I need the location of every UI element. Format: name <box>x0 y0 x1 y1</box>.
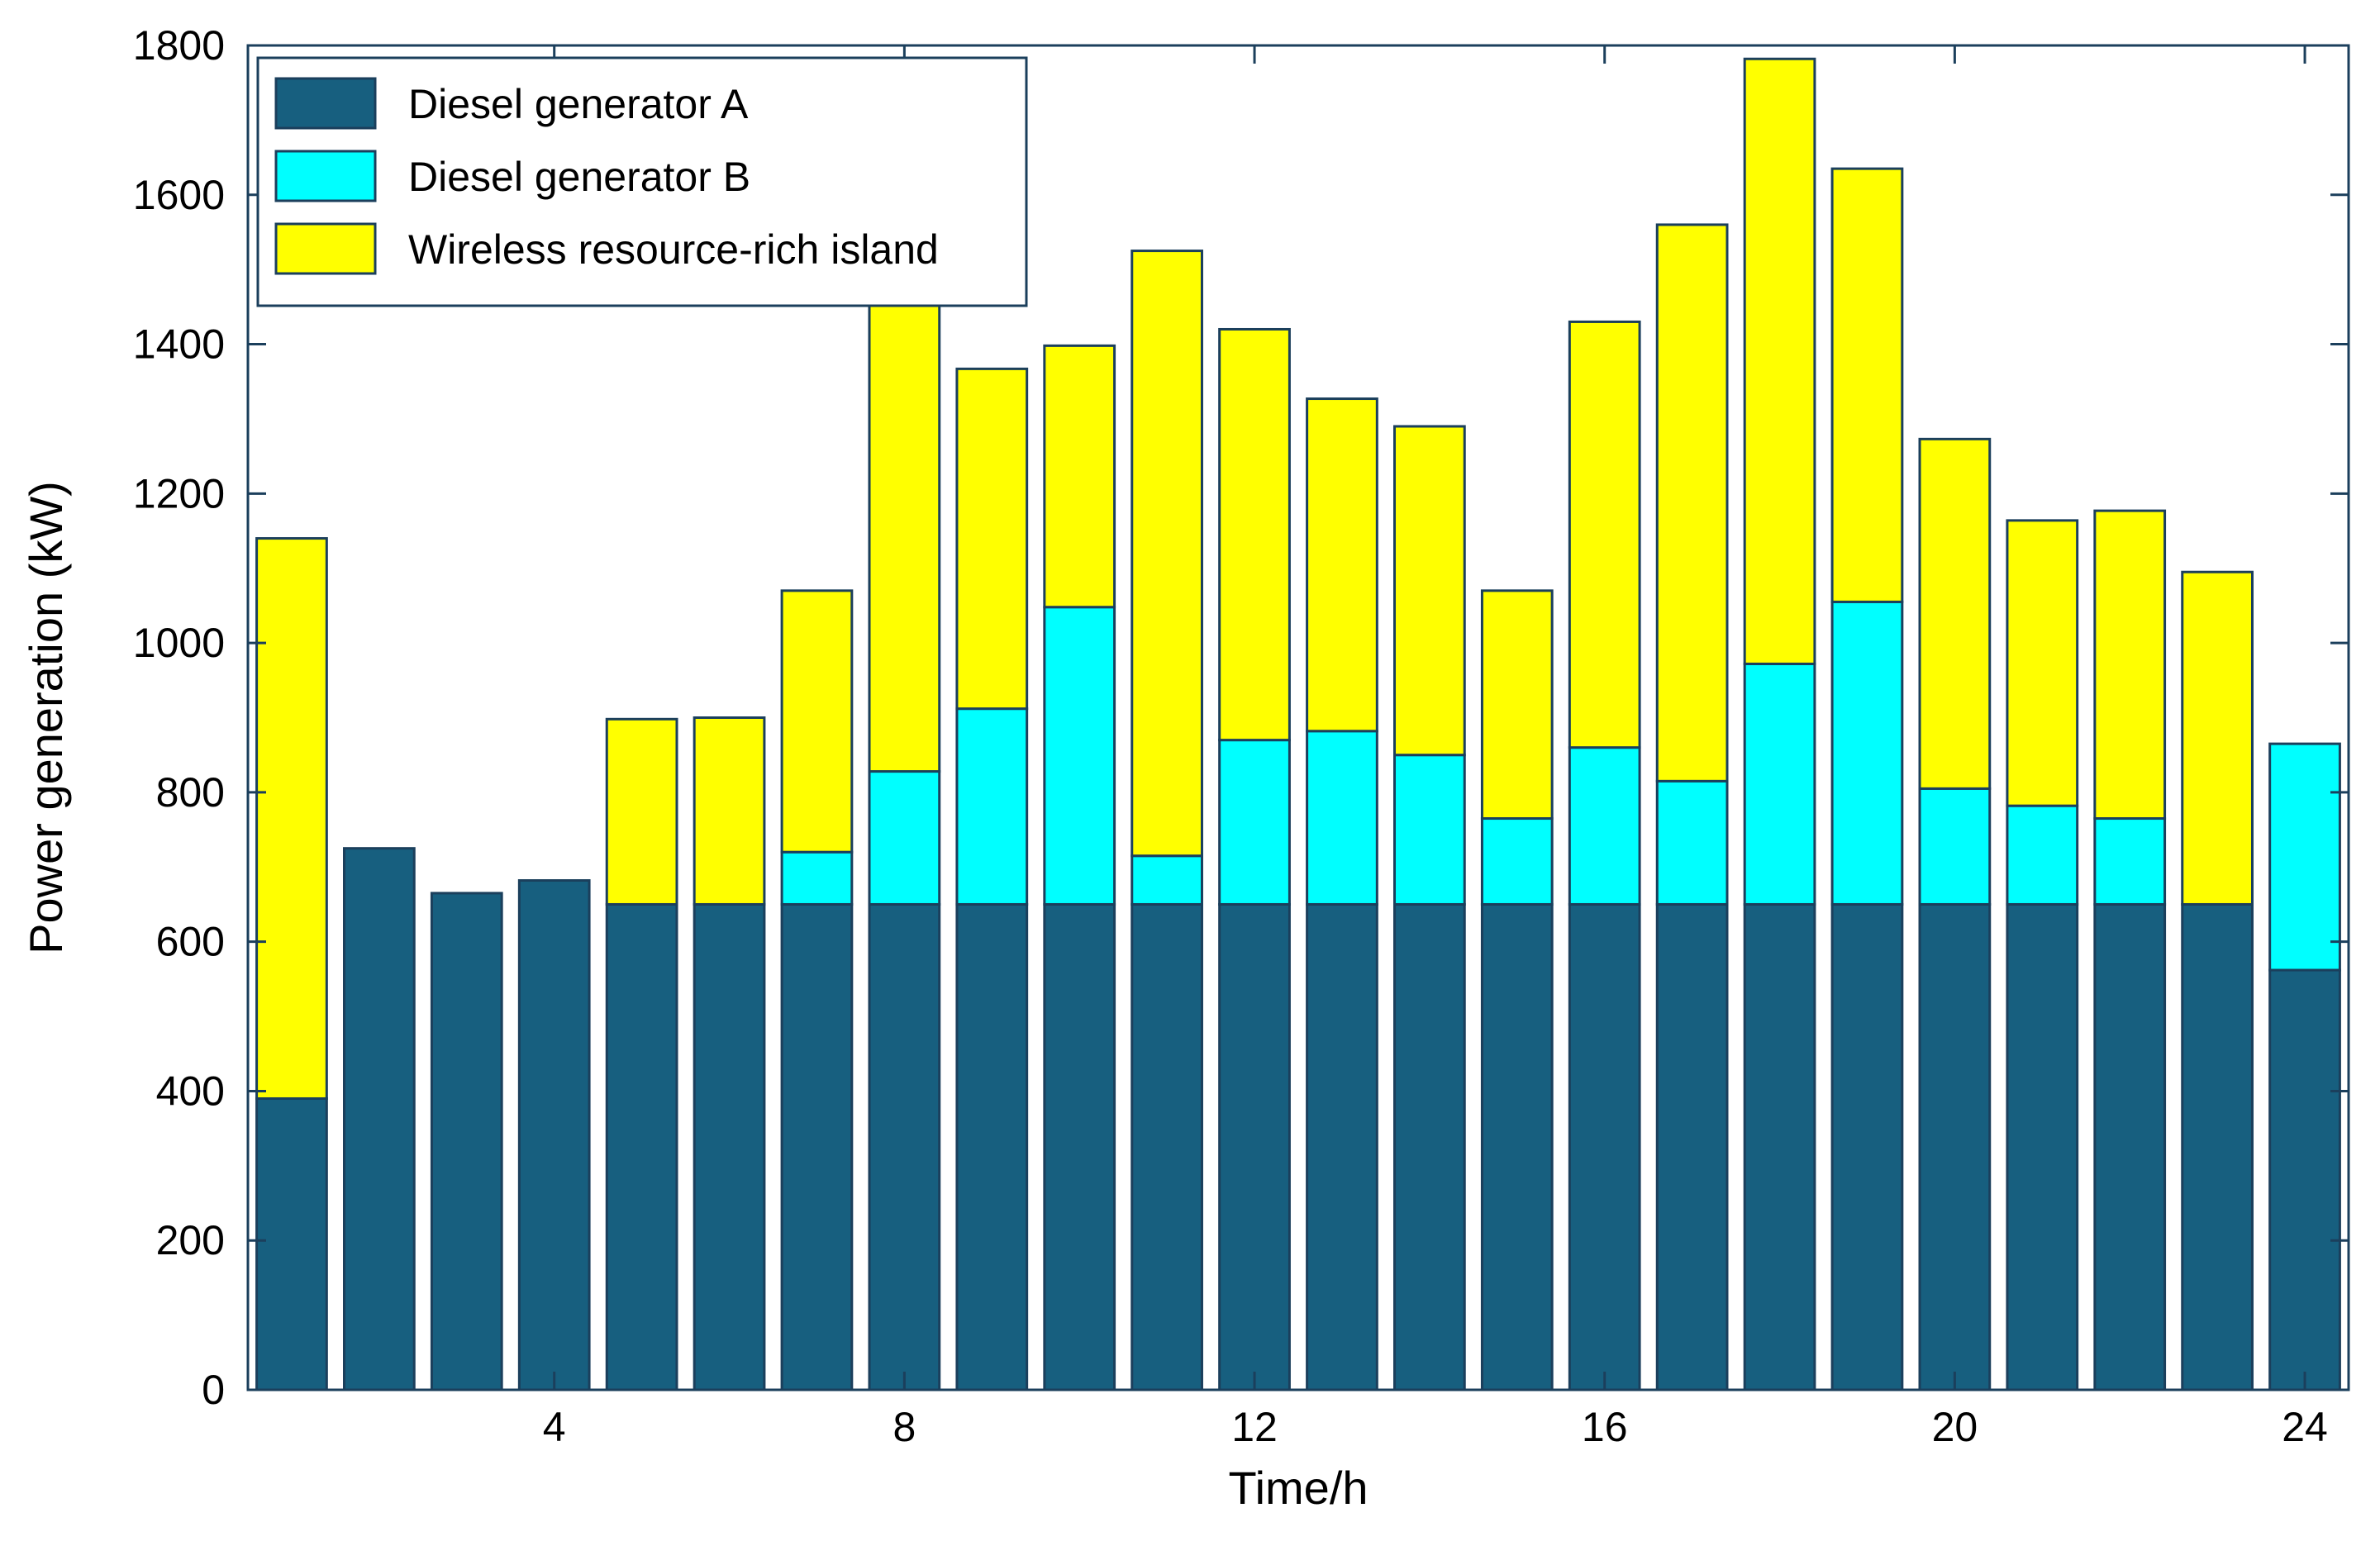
bar-diesel-a-h2 <box>343 847 416 1391</box>
y-tick-label: 800 <box>156 769 225 816</box>
bar-island-h18 <box>1743 57 1816 665</box>
x-tick-label: 12 <box>1231 1404 1278 1450</box>
legend-swatch <box>274 77 377 130</box>
bar-island-h1 <box>255 537 328 1100</box>
bar-diesel-a-h7 <box>780 902 854 1391</box>
bar-island-h7 <box>780 589 854 854</box>
legend-label: Diesel generator A <box>408 81 749 127</box>
bar-island-h10 <box>1043 344 1116 609</box>
bar-diesel-b-h18 <box>1743 662 1816 906</box>
bar-island-h9 <box>955 367 1029 711</box>
bar-island-h19 <box>1830 167 1904 603</box>
bar-diesel-b-h16 <box>1568 746 1641 906</box>
bar-diesel-b-h7 <box>780 850 854 906</box>
y-tick-label: 200 <box>156 1217 225 1263</box>
bar-diesel-b-h13 <box>1306 730 1378 906</box>
bar-diesel-a-h4 <box>517 879 591 1391</box>
y-tick-label: 1600 <box>133 172 225 218</box>
y-tick-label: 1400 <box>133 321 225 368</box>
bar-diesel-a-h16 <box>1568 902 1641 1391</box>
y-tick-label: 0 <box>202 1367 225 1413</box>
bar-island-h14 <box>1393 425 1466 757</box>
bar-island-h17 <box>1655 223 1729 783</box>
bar-diesel-a-h3 <box>430 892 503 1391</box>
legend-swatch <box>274 150 377 202</box>
bar-diesel-a-h12 <box>1218 902 1291 1391</box>
bar-diesel-b-h21 <box>2006 804 2079 906</box>
bar-diesel-a-h8 <box>868 902 941 1391</box>
bar-diesel-a-h6 <box>693 902 766 1391</box>
bar-diesel-a-h9 <box>955 902 1029 1391</box>
bar-diesel-b-h15 <box>1480 817 1554 906</box>
bar-diesel-a-h17 <box>1655 902 1729 1391</box>
bar-island-h11 <box>1130 250 1203 858</box>
y-tick-label: 1000 <box>133 620 225 666</box>
y-tick-label: 400 <box>156 1068 225 1114</box>
x-tick-label: 24 <box>2282 1404 2328 1450</box>
bar-island-h23 <box>2181 570 2254 906</box>
x-tick-label: 20 <box>1932 1404 1978 1450</box>
bar-diesel-b-h14 <box>1393 754 1466 906</box>
bar-diesel-b-h17 <box>1655 779 1729 906</box>
bar-diesel-b-h9 <box>955 707 1029 906</box>
x-tick-label: 16 <box>1582 1404 1628 1450</box>
y-tick-label: 1200 <box>133 470 225 516</box>
bar-diesel-a-h15 <box>1480 902 1554 1391</box>
legend-label: Diesel generator B <box>408 154 750 200</box>
bar-diesel-b-h22 <box>2093 817 2167 906</box>
x-tick-label: 8 <box>892 1404 916 1450</box>
legend: Diesel generator A Diesel generator B Wire… <box>256 56 1028 307</box>
bar-diesel-a-h22 <box>2093 902 2167 1391</box>
bar-island-h21 <box>2006 519 2079 807</box>
legend-label: Wireless resource-rich island <box>408 226 939 273</box>
bar-island-h16 <box>1568 320 1641 749</box>
bar-island-h8 <box>868 284 941 773</box>
bar-diesel-a-h13 <box>1306 902 1378 1391</box>
x-axis-label: Time/h <box>1228 1462 1368 1514</box>
x-tick-label: 4 <box>543 1404 566 1450</box>
y-axis-ticks: 0 200 400 600 800 1000 1200 1400 1600 1800 <box>133 22 2349 1413</box>
bar-island-h12 <box>1218 327 1291 742</box>
bar-diesel-a-h23 <box>2181 902 2254 1391</box>
legend-box <box>256 56 1028 307</box>
bar-diesel-b-h24 <box>2268 742 2341 972</box>
bar-diesel-b-h19 <box>1830 600 1904 906</box>
bar-island-h22 <box>2093 509 2167 821</box>
bar-diesel-b-h10 <box>1043 606 1116 906</box>
bar-island-h15 <box>1480 589 1554 821</box>
bar-diesel-a-h1 <box>255 1096 328 1391</box>
plot-frame <box>246 44 2350 1391</box>
x-axis-ticks: 4 8 12 16 20 24 <box>543 45 2328 1450</box>
y-tick-label: 1800 <box>133 22 225 69</box>
bar-island-h5 <box>605 717 678 906</box>
bars-layer <box>255 57 2341 1391</box>
y-axis-label: Power generation (kW) <box>20 481 72 954</box>
bar-diesel-b-h8 <box>868 770 941 906</box>
bar-island-h13 <box>1306 397 1378 733</box>
bar-diesel-a-h24 <box>2268 968 2341 1391</box>
bar-island-h20 <box>1918 437 1992 790</box>
bar-diesel-a-h18 <box>1743 902 1816 1391</box>
bar-diesel-a-h11 <box>1130 902 1203 1391</box>
bar-diesel-a-h5 <box>605 902 678 1391</box>
bar-diesel-b-h12 <box>1218 739 1291 906</box>
bar-diesel-b-h11 <box>1130 854 1203 906</box>
bar-diesel-a-h19 <box>1830 902 1904 1391</box>
bar-diesel-b-h20 <box>1918 787 1992 906</box>
bar-diesel-a-h21 <box>2006 902 2079 1391</box>
y-tick-label: 600 <box>156 919 225 965</box>
bar-island-h6 <box>693 716 766 906</box>
bar-diesel-a-h10 <box>1043 902 1116 1391</box>
bar-diesel-a-h14 <box>1393 902 1466 1391</box>
bar-diesel-a-h20 <box>1918 902 1992 1391</box>
legend-swatch <box>274 222 377 275</box>
